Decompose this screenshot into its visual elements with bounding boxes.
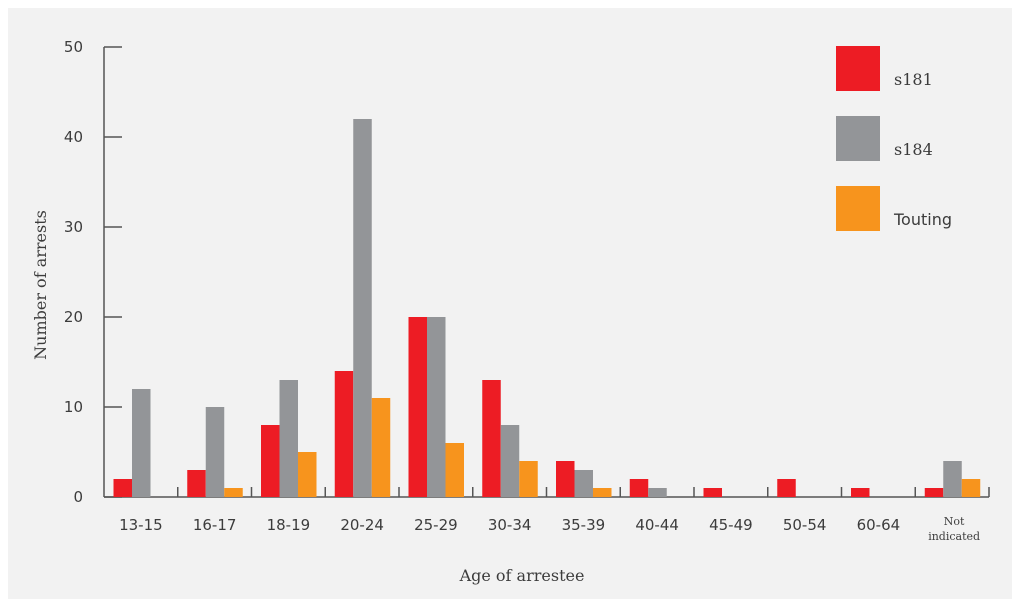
bar-s184-18-19: [279, 380, 298, 497]
y-tick-label: 0: [73, 488, 83, 506]
x-tick-label: 18-19: [267, 516, 311, 534]
x-tick-label: 45-49: [709, 516, 753, 534]
x-tick-label: 40-44: [635, 516, 679, 534]
bar-s181-30-34: [482, 380, 501, 497]
legend-label-s181: s181: [894, 70, 933, 89]
y-tick-label: 40: [64, 128, 83, 146]
x-tick-label: 60-64: [857, 516, 901, 534]
bar-s184-20-24: [353, 119, 372, 497]
legend: s181 s184 Touting: [836, 46, 952, 231]
bar-s184-25-29: [427, 317, 446, 497]
legend-swatch-s181: [836, 46, 880, 91]
bar-s184-30-34: [500, 425, 520, 497]
bar-s184-40-44: [648, 488, 667, 497]
y-tick-label: 10: [64, 398, 83, 416]
bars: [113, 119, 981, 497]
x-tick-label: 30-34: [488, 516, 532, 534]
bar-s181-35-39: [556, 461, 575, 497]
y-tick-label: 20: [64, 308, 83, 326]
legend-swatch-touting: [836, 186, 880, 231]
x-tick-label: 50-54: [783, 516, 827, 534]
x-tick-label: 35-39: [562, 516, 606, 534]
bar-touting-20-24: [371, 398, 391, 497]
bar-touting-35-39: [593, 488, 612, 497]
y-tick-label: 50: [64, 38, 83, 56]
x-ticks: [177, 487, 990, 497]
bar-touting-25-29: [445, 443, 464, 497]
x-tick-label: 25-29: [414, 516, 458, 534]
bar-s181-13-15: [113, 479, 132, 497]
bar-s181-18-19: [261, 425, 280, 497]
bar-s181-60-64: [851, 488, 870, 497]
bar-s181-45-49: [703, 488, 722, 497]
bar-s181-16-17: [187, 470, 206, 497]
bar-s181-40-44: [629, 479, 649, 497]
bar-s181-25-29: [408, 317, 427, 497]
legend-label-s184: s184: [894, 140, 933, 159]
legend-label-touting: Touting: [893, 210, 952, 229]
x-tick-label: Not indicated: [928, 515, 980, 543]
x-tick-labels: 13-15 16-17 18-19 20-24 25-29 30-34 35-39 40-44…: [119, 515, 980, 543]
y-ticks: 0 10 20 30 40 50: [64, 38, 122, 506]
bar-touting-18-19: [298, 452, 317, 497]
bar-s181-50-54: [777, 479, 796, 497]
x-tick-label: 20-24: [340, 516, 384, 534]
bar-s184-not-indicated: [943, 461, 962, 497]
x-axis-title: Age of arrestee: [459, 566, 585, 585]
bar-touting-16-17: [224, 488, 243, 497]
bar-touting-not-indicated: [961, 479, 981, 497]
y-tick-label: 30: [64, 218, 83, 236]
bar-s184-35-39: [574, 470, 593, 497]
axes: [103, 47, 989, 498]
bar-s181-not-indicated: [924, 488, 944, 497]
bar-s184-16-17: [205, 407, 225, 497]
legend-swatch-s184: [836, 116, 880, 161]
x-tick-label: 16-17: [193, 516, 237, 534]
bar-touting-30-34: [519, 461, 538, 497]
x-tick-label: 13-15: [119, 516, 163, 534]
chart-panel: [8, 8, 1012, 599]
bar-s184-13-15: [132, 389, 151, 497]
y-axis-title: Number of arrests: [31, 210, 50, 360]
bar-s181-20-24: [334, 371, 354, 497]
